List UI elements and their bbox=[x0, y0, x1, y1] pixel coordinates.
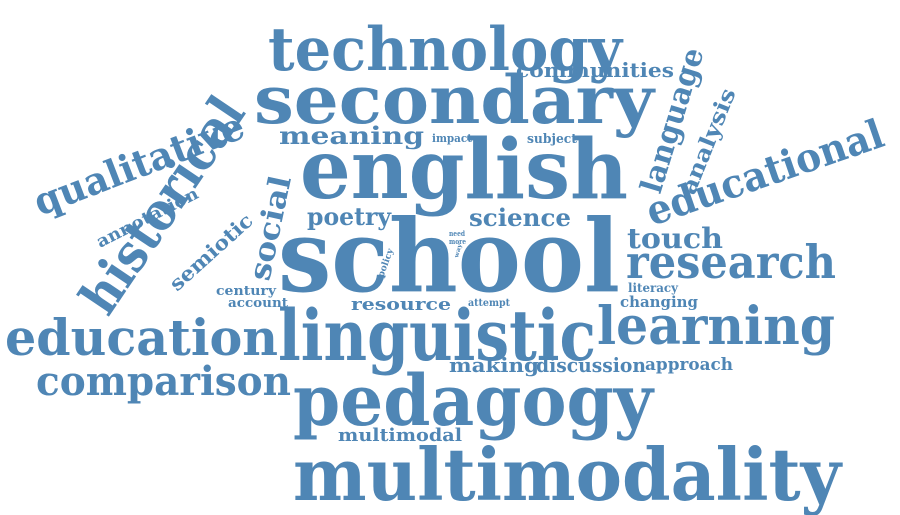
word-century: century bbox=[216, 284, 276, 299]
word-education: education bbox=[5, 308, 278, 367]
word-multimodal: multimodal bbox=[338, 425, 462, 446]
word-impact: impact bbox=[432, 132, 473, 145]
word-subject: subject bbox=[527, 132, 577, 147]
word-approach: approach bbox=[645, 355, 733, 375]
word-discussion: discussion bbox=[536, 353, 646, 377]
word-school: school bbox=[278, 197, 620, 315]
word-meaning: meaning bbox=[279, 121, 424, 150]
word-english: english bbox=[300, 122, 628, 218]
word-literacy: literacy bbox=[628, 281, 679, 295]
word-need: need bbox=[449, 229, 465, 238]
word-linguistic: linguistic bbox=[278, 294, 596, 377]
word-changing: changing bbox=[620, 293, 699, 311]
word-attempt: attempt bbox=[468, 298, 510, 309]
word-making: making bbox=[449, 353, 539, 377]
word-comparison: comparison bbox=[36, 358, 291, 405]
word-pedagogy: pedagogy bbox=[293, 359, 655, 442]
word-more: more bbox=[449, 237, 466, 246]
word-poetry: poetry bbox=[307, 202, 392, 231]
word-secondary: secondary bbox=[254, 61, 656, 139]
word-resource: resource bbox=[351, 295, 451, 315]
word-communities: communities bbox=[516, 58, 674, 82]
word-touch: touch bbox=[627, 222, 723, 255]
word-multimodality: multimodality bbox=[293, 432, 843, 515]
word-way: way bbox=[453, 243, 464, 260]
word-science: science bbox=[469, 203, 571, 232]
word-learning: learning bbox=[597, 296, 835, 357]
word-account: account bbox=[228, 296, 288, 311]
word-research: research bbox=[626, 235, 836, 289]
word-technology: technology bbox=[268, 15, 624, 85]
